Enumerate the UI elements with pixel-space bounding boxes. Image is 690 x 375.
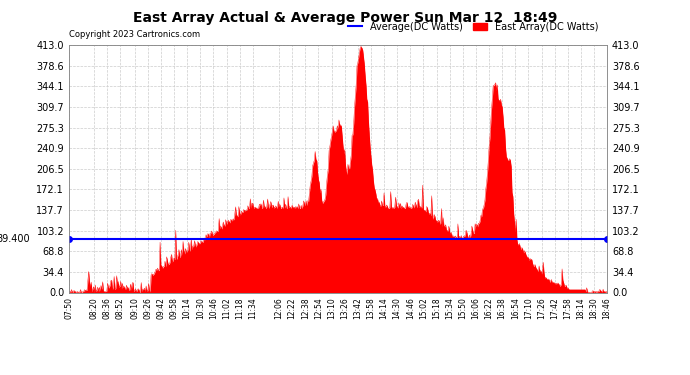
Legend: Average(DC Watts), East Array(DC Watts): Average(DC Watts), East Array(DC Watts) <box>344 18 602 36</box>
Text: Copyright 2023 Cartronics.com: Copyright 2023 Cartronics.com <box>69 30 200 39</box>
Text: 89.400: 89.400 <box>0 234 30 244</box>
Text: East Array Actual & Average Power Sun Mar 12  18:49: East Array Actual & Average Power Sun Ma… <box>132 11 558 25</box>
